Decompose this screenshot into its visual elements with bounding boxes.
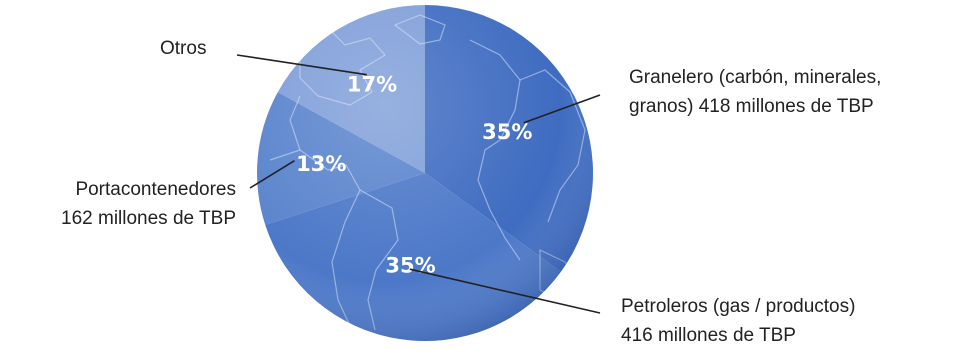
leader-line-otros bbox=[236, 54, 367, 76]
leader-line-portacontenedores bbox=[249, 160, 295, 189]
slice-label-otros: Otros bbox=[160, 34, 206, 63]
slice-label-portacontenedores-line-2: 162 millones de TBP bbox=[61, 208, 236, 229]
leader-line-petroleros bbox=[409, 268, 601, 314]
leader-line-granelero bbox=[523, 94, 601, 124]
slice-label-petroleros-line-2: 416 millones de TBP bbox=[621, 325, 796, 346]
slice-label-petroleros: Petroleros (gas / productos) 416 millone… bbox=[621, 292, 855, 350]
slice-label-petroleros-line-1: Petroleros (gas / productos) bbox=[621, 296, 856, 317]
slice-label-portacontenedores: Portacontenedores 162 millones de TBP bbox=[10, 175, 236, 233]
slice-label-granelero-line-1: Granelero (carbón, minerales, bbox=[629, 67, 882, 88]
pie-shading bbox=[257, 5, 593, 341]
slice-label-portacontenedores-line-1: Portacontenedores bbox=[75, 179, 236, 200]
slice-label-granelero: Granelero (carbón, minerales, granos) 41… bbox=[629, 63, 881, 121]
slice-label-granelero-line-2: granos) 418 millones de TBP bbox=[629, 96, 874, 117]
slice-percent-granelero: 35% bbox=[482, 120, 532, 144]
slice-percent-otros: 17% bbox=[347, 72, 397, 96]
slice-label-otros-line-1: Otros bbox=[160, 38, 207, 59]
slice-percent-portacontenedores: 13% bbox=[296, 152, 346, 176]
